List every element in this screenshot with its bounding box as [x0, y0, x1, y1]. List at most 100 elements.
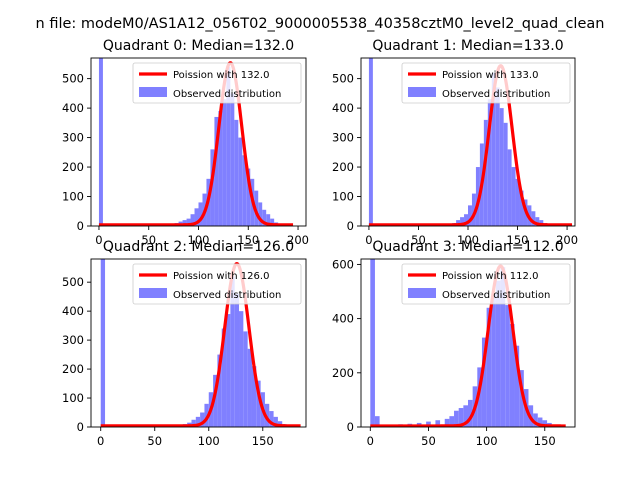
hist-bar	[491, 72, 496, 226]
hist-bar	[100, 259, 106, 427]
x-tick-label: 0	[367, 434, 374, 448]
plot-area	[369, 259, 567, 427]
subplot-title: Quadrant 2: Median=126.0	[103, 239, 294, 255]
hist-bar	[195, 416, 201, 427]
hist-bar	[503, 122, 508, 226]
hist-bar	[270, 218, 275, 226]
y-tick-label: 300	[62, 131, 84, 145]
hist-bar	[218, 111, 223, 226]
x-tick-label: 100	[198, 434, 220, 448]
hist-bar	[477, 367, 482, 427]
hist-bar	[511, 167, 516, 226]
hist-bar	[194, 208, 199, 226]
legend-label-hist: Observed distribution	[173, 290, 281, 301]
hist-bar	[213, 374, 218, 427]
legend: Poission with 126.0 Observed distribution	[132, 263, 302, 305]
hist-bar	[200, 412, 205, 427]
x-tick-label: 150	[534, 434, 556, 448]
y-tick-label: 0	[77, 219, 84, 233]
hist-bar	[499, 108, 504, 226]
hist-bar	[519, 370, 524, 427]
plot-area	[98, 58, 295, 226]
subplot-3: 0 50 100 150 0 200 400 600 Quadrant 3: Median=11…	[332, 239, 576, 448]
legend-box	[132, 263, 302, 305]
hist-bar	[509, 324, 515, 427]
hist-bar	[190, 214, 195, 226]
hist-bar	[266, 214, 271, 226]
x-tick-label: 200	[556, 233, 578, 247]
hist-bar	[507, 149, 512, 226]
y-tick-label: 600	[332, 257, 354, 271]
hist-bar	[239, 311, 244, 427]
x-tick-label: 200	[287, 233, 309, 247]
plot-area	[99, 259, 302, 427]
x-tick-label: 0	[97, 434, 104, 448]
y-tick-label: 400	[332, 101, 354, 115]
hist-bar	[262, 209, 267, 226]
hist-bar	[483, 119, 488, 226]
x-tick-label: 100	[476, 434, 498, 448]
hist-bar	[514, 345, 520, 427]
legend-label-fit: Poission with 112.0	[442, 271, 538, 282]
hist-bar	[256, 380, 261, 427]
subplot-0: 0 50 100 150 200 0 100 200 300 400 500 Quadrant 0: …	[62, 38, 309, 247]
hist-bar	[533, 413, 538, 427]
y-tick-label: 100	[332, 190, 354, 204]
axes-frame	[360, 258, 576, 428]
legend-hist-swatch	[408, 87, 436, 97]
y-tick-label: 500	[62, 72, 84, 86]
hist-bar	[246, 168, 251, 226]
hist-bar	[444, 418, 450, 427]
hist-bar	[264, 403, 270, 427]
fit-line	[99, 262, 302, 427]
y-tick-label: 0	[77, 420, 84, 434]
hist-bar	[247, 348, 252, 427]
hist-bar	[230, 276, 235, 427]
hist-bar	[368, 58, 373, 226]
x-tick-label: 50	[141, 233, 156, 247]
hist-bar	[238, 137, 243, 226]
subplot-title: Quadrant 0: Median=132.0	[103, 38, 294, 54]
legend-hist-swatch	[139, 87, 167, 97]
y-tick-label: 400	[332, 312, 354, 326]
hist-bar	[458, 408, 464, 427]
plot-area	[368, 58, 573, 226]
y-tick-label: 0	[347, 219, 354, 233]
hist-bar	[198, 202, 203, 226]
fit-line	[98, 61, 295, 226]
hist-bar	[531, 211, 536, 226]
hist-bar	[374, 416, 380, 427]
legend-box	[401, 263, 571, 305]
x-tick-label: 0	[365, 233, 372, 247]
hist-bar	[214, 116, 219, 226]
hist-bar	[230, 93, 235, 226]
hist-bar	[191, 419, 196, 427]
legend: Poission with 132.0 Observed distribution	[132, 62, 302, 104]
fit-line	[368, 64, 573, 226]
hist-bar	[537, 417, 543, 427]
hist-bar	[486, 307, 492, 427]
hist-bar	[269, 411, 274, 427]
hist-bar	[460, 217, 465, 226]
hist-bar	[258, 202, 263, 226]
y-tick-label: 200	[332, 366, 354, 380]
hist-bar	[535, 217, 540, 226]
hist-bar	[210, 149, 215, 226]
subplot-title: Quadrant 3: Median=112.0	[372, 239, 563, 255]
legend-label-fit: Poission with 132.0	[173, 70, 269, 81]
x-tick-label: 50	[411, 233, 426, 247]
legend-label-hist: Observed distribution	[442, 89, 550, 100]
x-tick-label: 50	[421, 434, 436, 448]
hist-bar	[505, 305, 510, 427]
y-tick-label: 0	[347, 420, 354, 434]
x-tick-label: 100	[188, 233, 210, 247]
subplot-1: 0 50 100 150 200 0 100 200 300 400 500 Quadrant 1: …	[332, 38, 578, 247]
hist-bar	[500, 267, 506, 427]
hist-bar	[468, 399, 473, 427]
hist-bar	[454, 410, 459, 427]
y-tick-label: 200	[62, 160, 84, 174]
legend-box	[132, 62, 302, 104]
figure-title: n file: modeM0/AS1A12_056T02_9000005538_…	[36, 16, 605, 32]
legend-box	[401, 62, 571, 104]
y-tick-label: 400	[62, 304, 84, 318]
